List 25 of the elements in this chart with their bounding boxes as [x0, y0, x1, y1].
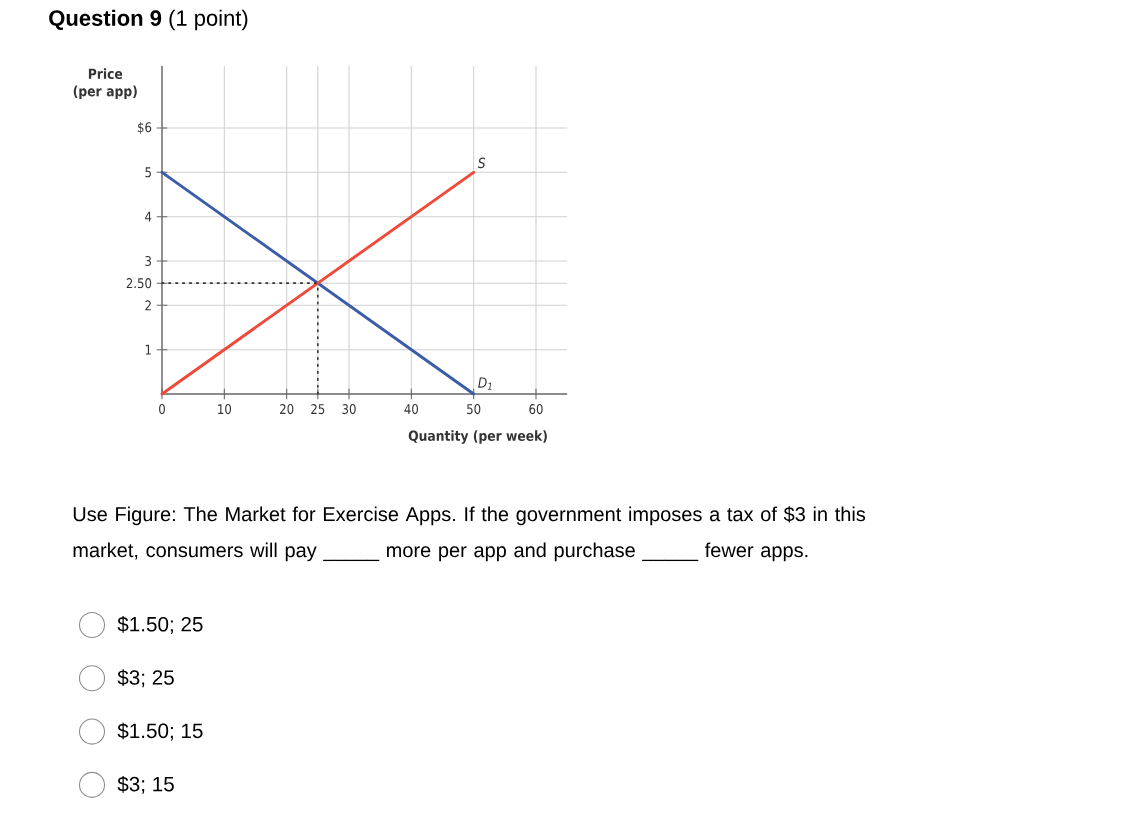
text: Use Figure: The Market for Exercise Apps. If the government imposes a tax of $3 in this market, consumers will pay _____ more per app and purchase _____ fewer apps. [73, 506, 866, 562]
chart-title: Question 9 (1 point) [49, 9, 248, 31]
y-tick-label: $6 [138, 121, 152, 135]
text: $1.50; 25 [117, 616, 203, 634]
x-tick-label: 60 [529, 404, 543, 415]
x-axis-title: Quantity (per week) [408, 430, 547, 444]
y-tick-label: 1 [145, 344, 151, 355]
x-tick-label: 20 [280, 404, 294, 415]
x-tick-label: 25 [311, 404, 325, 415]
y-tick-label: 2.50 [126, 278, 152, 289]
x-tick-label: 40 [404, 404, 419, 415]
y-tick-label: 5 [145, 167, 151, 178]
series-label: D$_{1}$ [478, 377, 492, 390]
y-tick-label: 3 [145, 255, 152, 267]
text: $1.50; 15 [117, 722, 203, 741]
y-axis-title: Price (per app) [73, 68, 137, 100]
series-label: S [477, 157, 486, 169]
text: $3; 25 [117, 669, 174, 688]
text: $3; 15 [117, 775, 174, 794]
x-tick-label: 50 [467, 404, 481, 415]
x-tick-label: 30 [342, 404, 356, 415]
y-tick-label: 4 [145, 211, 152, 222]
x-tick-label: 10 [218, 404, 232, 415]
y-tick-label: 2 [145, 300, 151, 311]
x-tick-label: 0 [159, 404, 165, 415]
